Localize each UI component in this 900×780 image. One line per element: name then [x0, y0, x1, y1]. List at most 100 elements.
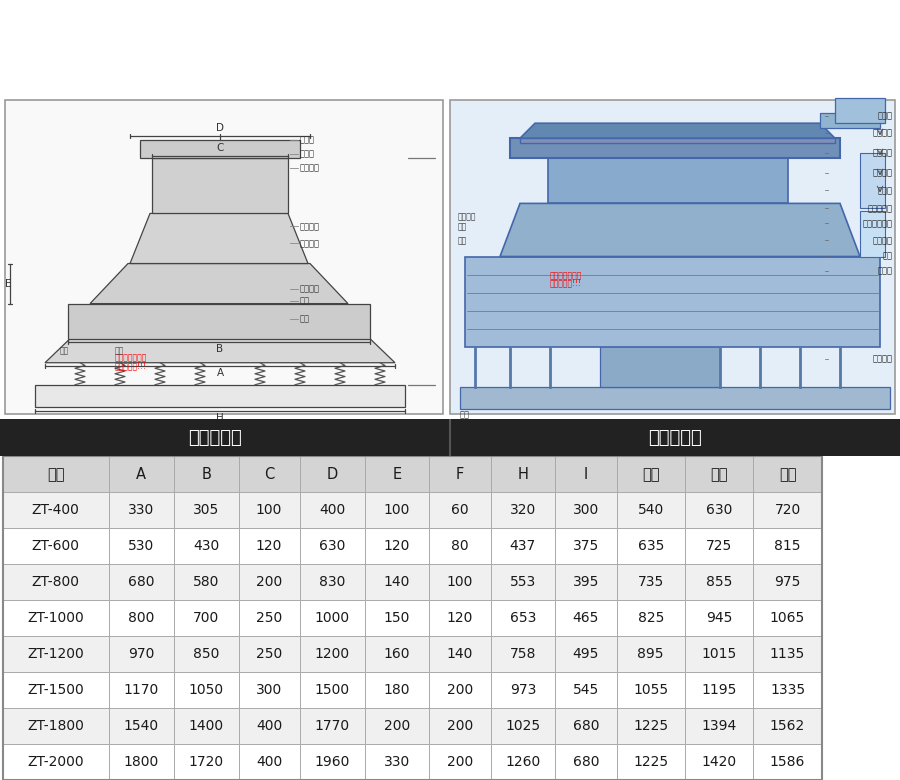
Text: 100: 100: [256, 503, 283, 517]
Text: 80: 80: [451, 539, 469, 553]
Text: 680: 680: [572, 719, 599, 733]
Text: 140: 140: [446, 647, 473, 661]
Text: 850: 850: [193, 647, 220, 661]
Text: 弹簧: 弹簧: [115, 347, 124, 356]
Text: 底座: 底座: [60, 347, 69, 356]
FancyBboxPatch shape: [600, 327, 720, 387]
Text: 1135: 1135: [770, 647, 806, 661]
FancyBboxPatch shape: [450, 100, 895, 414]
FancyBboxPatch shape: [174, 672, 239, 708]
Text: 200: 200: [446, 719, 473, 733]
Text: 紹外重橡皮板: 紹外重橡皮板: [863, 219, 893, 228]
Text: B: B: [216, 344, 223, 353]
Text: ZT-2000: ZT-2000: [28, 755, 84, 769]
Text: 1800: 1800: [123, 755, 159, 769]
Text: 1720: 1720: [188, 755, 224, 769]
Text: 200: 200: [446, 755, 473, 769]
Text: 200: 200: [256, 575, 283, 589]
Text: 330: 330: [383, 755, 410, 769]
FancyBboxPatch shape: [555, 528, 616, 564]
Text: 1335: 1335: [770, 683, 806, 697]
FancyBboxPatch shape: [3, 744, 109, 780]
Text: 1500: 1500: [314, 683, 350, 697]
FancyBboxPatch shape: [238, 564, 300, 600]
FancyBboxPatch shape: [685, 492, 753, 528]
FancyBboxPatch shape: [238, 744, 300, 780]
FancyBboxPatch shape: [616, 636, 685, 672]
FancyBboxPatch shape: [753, 456, 822, 492]
FancyBboxPatch shape: [238, 672, 300, 708]
FancyBboxPatch shape: [300, 492, 364, 528]
Text: 1260: 1260: [505, 755, 541, 769]
FancyBboxPatch shape: [3, 600, 109, 636]
Text: B: B: [202, 466, 211, 482]
FancyBboxPatch shape: [555, 708, 616, 744]
FancyBboxPatch shape: [685, 564, 753, 600]
Text: 815: 815: [774, 539, 801, 553]
FancyBboxPatch shape: [685, 744, 753, 780]
FancyBboxPatch shape: [5, 100, 443, 414]
FancyBboxPatch shape: [300, 708, 364, 744]
Text: 100: 100: [446, 575, 473, 589]
FancyBboxPatch shape: [300, 744, 364, 780]
FancyBboxPatch shape: [109, 672, 174, 708]
FancyBboxPatch shape: [238, 600, 300, 636]
FancyBboxPatch shape: [491, 708, 555, 744]
Text: 1195: 1195: [701, 683, 737, 697]
FancyBboxPatch shape: [555, 672, 616, 708]
FancyBboxPatch shape: [491, 744, 555, 780]
Text: 辅助筛网: 辅助筛网: [873, 149, 893, 158]
Text: 小尺排料: 小尺排料: [458, 212, 476, 221]
FancyBboxPatch shape: [238, 636, 300, 672]
Text: 中部框架: 中部框架: [300, 222, 320, 231]
FancyBboxPatch shape: [860, 211, 885, 257]
FancyBboxPatch shape: [109, 528, 174, 564]
Text: 200: 200: [383, 719, 410, 733]
Text: 495: 495: [572, 647, 599, 661]
Text: 120: 120: [446, 612, 473, 625]
FancyBboxPatch shape: [753, 708, 822, 744]
Text: 300: 300: [572, 503, 599, 517]
Text: 1586: 1586: [770, 755, 806, 769]
Text: 一层: 一层: [642, 466, 660, 482]
FancyBboxPatch shape: [174, 456, 239, 492]
Text: 试机时去掉!!!: 试机时去掉!!!: [550, 278, 582, 288]
FancyBboxPatch shape: [555, 744, 616, 780]
FancyBboxPatch shape: [616, 456, 685, 492]
FancyBboxPatch shape: [555, 492, 616, 528]
FancyBboxPatch shape: [109, 744, 174, 780]
FancyBboxPatch shape: [174, 744, 239, 780]
Text: 底座: 底座: [460, 410, 470, 419]
FancyBboxPatch shape: [300, 564, 364, 600]
Text: 底部框架: 底部框架: [300, 239, 320, 248]
FancyBboxPatch shape: [174, 636, 239, 672]
Text: E: E: [392, 466, 401, 482]
Text: 375: 375: [572, 539, 599, 553]
Text: 振体: 振体: [883, 251, 893, 260]
Text: 小尺排料: 小尺排料: [300, 284, 320, 293]
Text: 下部重锤: 下部重锤: [873, 354, 893, 363]
FancyBboxPatch shape: [3, 636, 109, 672]
FancyBboxPatch shape: [238, 492, 300, 528]
Text: 400: 400: [256, 755, 283, 769]
FancyBboxPatch shape: [510, 138, 840, 158]
FancyBboxPatch shape: [491, 528, 555, 564]
Text: 1170: 1170: [123, 683, 159, 697]
FancyBboxPatch shape: [429, 744, 490, 780]
Text: 180: 180: [383, 683, 410, 697]
FancyBboxPatch shape: [238, 456, 300, 492]
Polygon shape: [520, 138, 835, 144]
FancyBboxPatch shape: [616, 708, 685, 744]
Text: I: I: [584, 466, 588, 482]
Text: 1055: 1055: [633, 683, 669, 697]
Polygon shape: [90, 264, 348, 303]
FancyBboxPatch shape: [548, 158, 788, 204]
FancyBboxPatch shape: [300, 672, 364, 708]
Text: 运输用固定螺栓: 运输用固定螺栓: [550, 271, 582, 281]
FancyBboxPatch shape: [753, 744, 822, 780]
Text: 330: 330: [128, 503, 155, 517]
FancyBboxPatch shape: [3, 492, 109, 528]
Text: 电动机: 电动机: [878, 266, 893, 275]
Text: 型号: 型号: [47, 466, 65, 482]
FancyBboxPatch shape: [364, 636, 429, 672]
